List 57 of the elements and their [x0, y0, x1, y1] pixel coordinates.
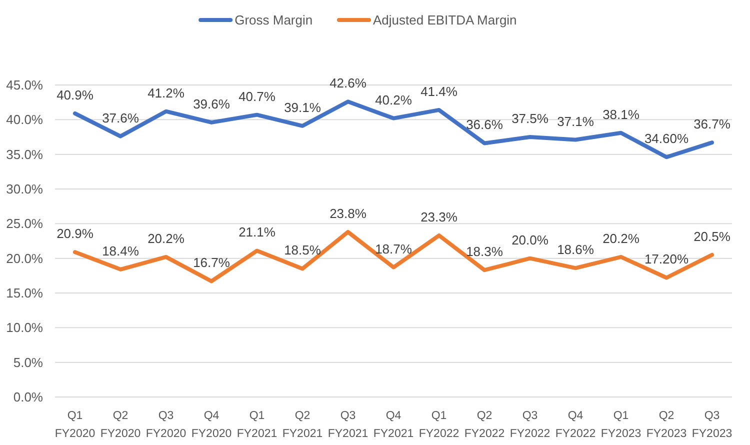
data-label: 38.1%	[602, 106, 640, 122]
data-label: 20.2%	[148, 230, 185, 246]
data-label: 40.9%	[56, 87, 94, 102]
y-tick-label: 5.0%	[13, 354, 44, 370]
data-label: 36.7%	[694, 116, 731, 132]
data-label: 18.6%	[557, 242, 594, 258]
data-label: 41.4%	[420, 84, 458, 99]
data-label: 20.5%	[694, 228, 731, 244]
x-tick-label: Q1 FY2021	[236, 410, 278, 440]
x-tick-label: Q4 FY2022	[555, 410, 596, 440]
data-label: 18.3%	[466, 244, 504, 260]
data-label: 21.1%	[238, 224, 276, 240]
y-tick-label: 35.0%	[6, 146, 44, 162]
data-label: 18.5%	[284, 242, 322, 258]
data-label: 18.7%	[375, 241, 412, 256]
data-label: 20.2%	[602, 230, 640, 246]
data-label: 40.7%	[238, 88, 276, 104]
data-label: 39.1%	[284, 100, 322, 115]
y-tick-label: 30.0%	[6, 182, 44, 197]
x-tick-label: Q4 FY2021	[373, 410, 414, 440]
x-tick-label: Q1 FY2023	[600, 410, 642, 440]
x-tick-label: Q3 FY2020	[146, 410, 186, 440]
x-tick-label: Q2 FY2021	[282, 410, 323, 440]
y-tick-label: 40.0%	[6, 112, 44, 128]
x-tick-label: Q4 FY2020	[191, 410, 232, 440]
data-label: 41.2%	[148, 85, 185, 100]
data-label: 20.0%	[512, 232, 549, 248]
x-tick-label: Q2 FY2023	[646, 410, 687, 440]
legend-label: Adjusted EBITDA Margin	[373, 12, 517, 28]
y-tick-label: 45.0%	[6, 78, 44, 93]
x-tick-label: Q3 FY2021	[328, 410, 368, 440]
data-label: 34.60%	[644, 131, 689, 146]
y-tick-label: 20.0%	[6, 250, 44, 266]
legend-label: Gross Margin	[234, 12, 313, 28]
data-label: 40.2%	[375, 92, 412, 108]
x-tick-label: Q2 FY2022	[464, 410, 505, 440]
data-label: 37.6%	[102, 110, 140, 126]
data-label: 39.6%	[193, 96, 230, 112]
y-tick-label: 25.0%	[6, 216, 44, 232]
data-label: 42.6%	[330, 76, 367, 91]
data-label: 18.4%	[102, 243, 140, 258]
data-label: 23.3%	[420, 209, 458, 224]
y-tick-label: 0.0%	[13, 390, 44, 405]
data-label: 37.1%	[557, 114, 594, 129]
x-tick-label: Q2 FY2020	[100, 410, 141, 440]
y-tick-label: 10.0%	[6, 320, 44, 336]
x-tick-label: Q3 FY2022	[510, 410, 550, 440]
x-tick-label: Q1 FY2020	[54, 410, 96, 440]
y-tick-label: 15.0%	[6, 286, 44, 301]
x-tick-label: Q1 FY2022	[418, 410, 460, 440]
data-label: 17.20%	[644, 252, 689, 267]
data-label: 23.8%	[330, 206, 367, 221]
x-tick-label: Q3 FY2023	[692, 410, 732, 440]
data-label: 16.7%	[193, 255, 230, 270]
data-label: 37.5%	[512, 111, 549, 126]
data-label: 20.9%	[56, 226, 94, 242]
data-label: 36.6%	[466, 117, 504, 132]
